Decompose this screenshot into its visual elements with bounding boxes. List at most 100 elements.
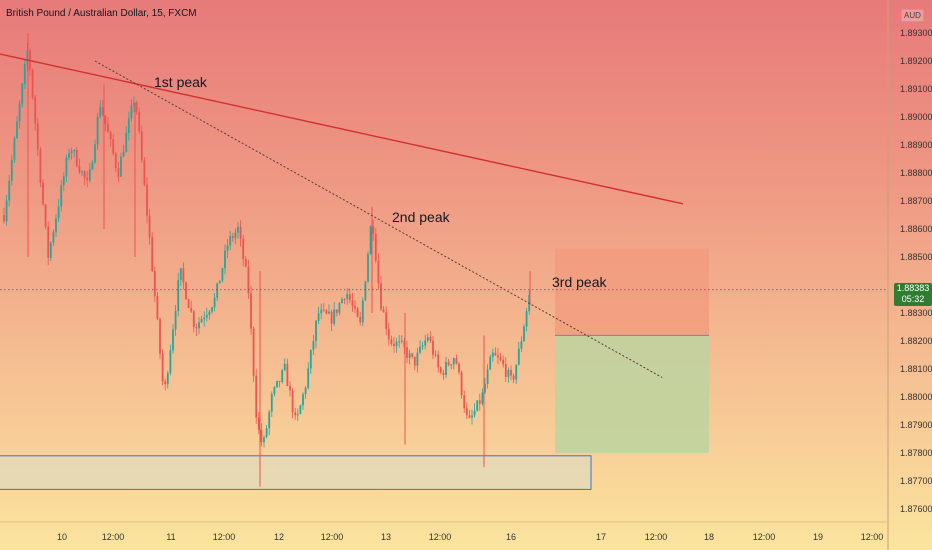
candle-body: [231, 236, 234, 239]
candle-body: [60, 185, 63, 207]
time-tick-label: 12:00: [429, 532, 452, 542]
candle-body: [348, 294, 351, 301]
candle-body: [419, 346, 421, 353]
candle-body: [380, 283, 382, 310]
candle-body: [187, 299, 190, 309]
candle-body: [96, 116, 99, 145]
descending-trendline: [0, 53, 684, 205]
candle-body: [159, 318, 161, 354]
candle-body: [224, 250, 226, 269]
price-tick-label: 1.88600: [900, 224, 932, 234]
candle-body: [91, 162, 94, 170]
candle-body: [109, 132, 112, 140]
time-tick-label: 12:00: [102, 532, 125, 542]
candle-body: [99, 107, 102, 117]
candle-body: [512, 375, 515, 380]
candle-body: [406, 347, 408, 358]
candle-body: [120, 156, 122, 177]
candle-body: [23, 64, 26, 84]
time-tick-label: 18: [704, 532, 714, 542]
candle-body: [369, 226, 372, 255]
candle-body: [265, 428, 268, 438]
candle-body: [52, 232, 55, 243]
candle-body: [247, 266, 250, 294]
candle-body: [426, 337, 429, 341]
candle-body: [263, 437, 265, 443]
candle-body: [283, 363, 286, 371]
time-tick-label: 13: [381, 532, 391, 542]
candle-body: [364, 281, 367, 301]
candle-body: [169, 350, 172, 374]
candle-body: [304, 387, 307, 395]
candle-body: [322, 309, 325, 311]
candle-body: [195, 327, 198, 329]
currency-badge[interactable]: AUD: [901, 9, 924, 22]
price-tick-label: 1.88500: [900, 252, 932, 262]
candle-body: [400, 340, 403, 342]
candle-body: [411, 353, 414, 357]
candle-body: [299, 405, 302, 414]
candle-body: [289, 386, 291, 391]
candle-body: [242, 238, 245, 259]
time-tick-label: 12:00: [861, 532, 884, 542]
candle-body: [439, 367, 442, 373]
candle-body: [429, 337, 432, 341]
peak-label-3: 3rd peak: [552, 274, 607, 290]
candle-body: [450, 364, 453, 366]
candle-body: [166, 373, 169, 385]
candle-body: [31, 69, 34, 98]
candle-body: [286, 363, 289, 387]
candle-body: [47, 226, 50, 258]
candle-body: [218, 280, 221, 284]
candle-body: [489, 356, 492, 370]
candle-body: [517, 348, 520, 365]
candle-body: [403, 340, 406, 348]
candle-body: [174, 311, 177, 330]
candle-body: [36, 123, 39, 150]
candle-body: [138, 111, 141, 132]
stop-loss-zone: [555, 248, 709, 336]
candle-body: [471, 415, 473, 418]
time-tick-label: 17: [596, 532, 606, 542]
candle-body: [65, 157, 68, 177]
candle-body: [361, 300, 364, 323]
candle-body: [367, 254, 369, 282]
candle-body: [478, 400, 481, 404]
price-tick-label: 1.88800: [900, 168, 932, 178]
candle-body: [473, 410, 476, 416]
candle-body: [185, 282, 187, 300]
candle-body: [148, 215, 151, 238]
price-tick-label: 1.88000: [900, 392, 932, 402]
candle-body: [374, 233, 377, 261]
candle-body: [49, 242, 52, 258]
candle-body: [57, 206, 60, 219]
candle-body: [504, 364, 507, 377]
candle-body: [465, 408, 468, 416]
candle-body: [523, 326, 525, 342]
candle-body: [393, 343, 395, 346]
symbol-title[interactable]: British Pound / Australian Dollar, 15, F…: [6, 8, 197, 19]
candle-body: [421, 345, 424, 347]
candle-body: [127, 118, 130, 133]
candle-body: [18, 103, 21, 122]
candle-body: [296, 413, 299, 416]
candle-body: [452, 358, 455, 365]
candle-body: [455, 358, 458, 364]
candle-body: [390, 339, 393, 344]
candle-body: [434, 354, 437, 356]
candle-body: [320, 309, 323, 314]
candle-body: [208, 311, 211, 315]
candle-body: [515, 364, 518, 380]
candle-body: [354, 305, 356, 309]
candle-body: [200, 319, 203, 323]
candle-body: [315, 320, 317, 342]
candle-body: [62, 176, 65, 186]
price-tick-label: 1.88700: [900, 196, 932, 206]
candle-body: [234, 232, 237, 239]
candle-body: [216, 283, 219, 298]
candle-body: [101, 107, 104, 116]
candle-body: [13, 138, 16, 160]
candle-body: [447, 362, 450, 366]
